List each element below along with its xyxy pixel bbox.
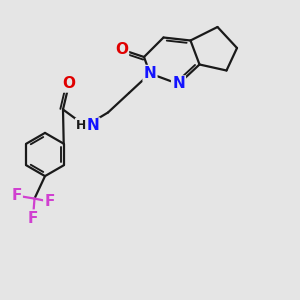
Text: F: F <box>28 211 38 226</box>
Text: O: O <box>62 76 76 92</box>
Text: F: F <box>11 188 22 203</box>
Text: N: N <box>172 76 185 92</box>
Text: O: O <box>115 42 128 57</box>
Text: H: H <box>76 119 86 132</box>
Text: F: F <box>44 194 55 209</box>
Text: N: N <box>144 66 156 81</box>
Text: N: N <box>87 118 99 134</box>
